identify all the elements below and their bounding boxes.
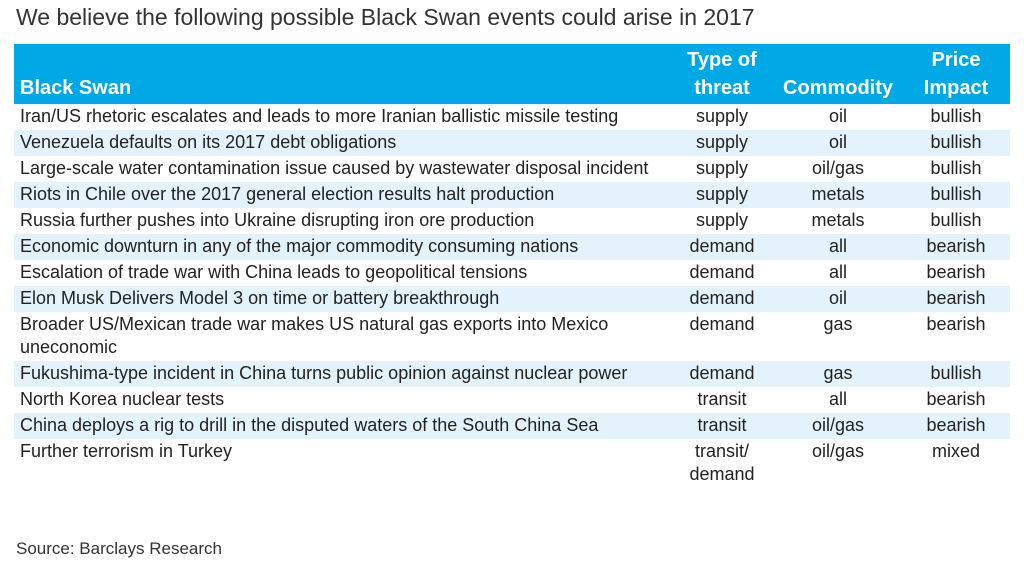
header-threat-line2: threat [694,77,750,99]
cell-threat: transit [670,413,774,439]
page-title: We believe the following possible Black … [16,4,755,30]
table-row: Iran/US rhetoric escalates and leads to … [14,104,1010,130]
cell-impact: mixed [902,439,1010,488]
cell-impact: bullish [902,156,1010,182]
cell-commodity: oil [774,130,902,156]
cell-commodity: gas [774,312,902,361]
cell-threat: demand [670,312,774,361]
black-swan-table: Black Swan Type of threat Commodity Price… [14,44,1010,488]
cell-event: Iran/US rhetoric escalates and leads to … [14,104,670,130]
header-black-swan: Black Swan [14,44,670,104]
table-row: Riots in Chile over the 2017 general ele… [14,182,1010,208]
cell-impact: bullish [902,182,1010,208]
header-impact-line1: Price [931,49,981,71]
cell-impact: bearish [902,286,1010,312]
cell-impact: bullish [902,208,1010,234]
cell-threat: supply [670,156,774,182]
cell-event: Large-scale water contamination issue ca… [14,156,670,182]
cell-commodity: all [774,387,902,413]
cell-impact: bullish [902,130,1010,156]
cell-threat: demand [670,286,774,312]
cell-event: Venezuela defaults on its 2017 debt obli… [14,130,670,156]
cell-commodity: metals [774,182,902,208]
cell-event: Broader US/Mexican trade war makes US na… [14,312,670,361]
table-body: Iran/US rhetoric escalates and leads to … [14,104,1010,488]
cell-event: Elon Musk Delivers Model 3 on time or ba… [14,286,670,312]
cell-event: Russia further pushes into Ukraine disru… [14,208,670,234]
cell-impact: bearish [902,234,1010,260]
cell-threat: demand [670,234,774,260]
cell-threat: supply [670,130,774,156]
cell-impact: bullish [902,361,1010,387]
table-row: Venezuela defaults on its 2017 debt obli… [14,130,1010,156]
cell-event: Escalation of trade war with China leads… [14,260,670,286]
cell-threat: supply [670,182,774,208]
cell-impact: bearish [902,312,1010,361]
cell-impact: bearish [902,413,1010,439]
cell-threat: supply [670,208,774,234]
header-price-impact: Price Impact [902,44,1010,104]
cell-event: Fukushima-type incident in China turns p… [14,361,670,387]
cell-event: Riots in Chile over the 2017 general ele… [14,182,670,208]
header-commodity: Commodity [774,44,902,104]
cell-event: Economic downturn in any of the major co… [14,234,670,260]
cell-threat: transit/ demand [670,439,774,488]
cell-commodity: oil/gas [774,413,902,439]
cell-commodity: metals [774,208,902,234]
table-row: Large-scale water contamination issue ca… [14,156,1010,182]
cell-threat: transit [670,387,774,413]
header-threat-line1: Type of [687,49,757,71]
table-row: Elon Musk Delivers Model 3 on time or ba… [14,286,1010,312]
cell-event: China deploys a rig to drill in the disp… [14,413,670,439]
table-row: North Korea nuclear tests transit all be… [14,387,1010,413]
cell-event: North Korea nuclear tests [14,387,670,413]
cell-event: Further terrorism in Turkey [14,439,670,488]
table-row: China deploys a rig to drill in the disp… [14,413,1010,439]
cell-commodity: oil [774,104,902,130]
cell-commodity: gas [774,361,902,387]
cell-threat: supply [670,104,774,130]
table-row: Fukushima-type incident in China turns p… [14,361,1010,387]
header-type-of-threat: Type of threat [670,44,774,104]
table-row: Further terrorism in Turkey transit/ dem… [14,439,1010,488]
cell-threat: demand [670,361,774,387]
table-row: Broader US/Mexican trade war makes US na… [14,312,1010,361]
cell-impact: bullish [902,104,1010,130]
cell-commodity: all [774,234,902,260]
cell-commodity: all [774,260,902,286]
cell-commodity: oil/gas [774,156,902,182]
cell-commodity: oil/gas [774,439,902,488]
header-impact-line2: Impact [923,77,989,99]
cell-threat: demand [670,260,774,286]
table-header-row: Black Swan Type of threat Commodity Price… [14,44,1010,104]
cell-impact: bearish [902,260,1010,286]
table-row: Russia further pushes into Ukraine disru… [14,208,1010,234]
table-row: Economic downturn in any of the major co… [14,234,1010,260]
cell-commodity: oil [774,286,902,312]
cell-impact: bearish [902,387,1010,413]
table-row: Escalation of trade war with China leads… [14,260,1010,286]
source-note: Source: Barclays Research [16,539,222,558]
